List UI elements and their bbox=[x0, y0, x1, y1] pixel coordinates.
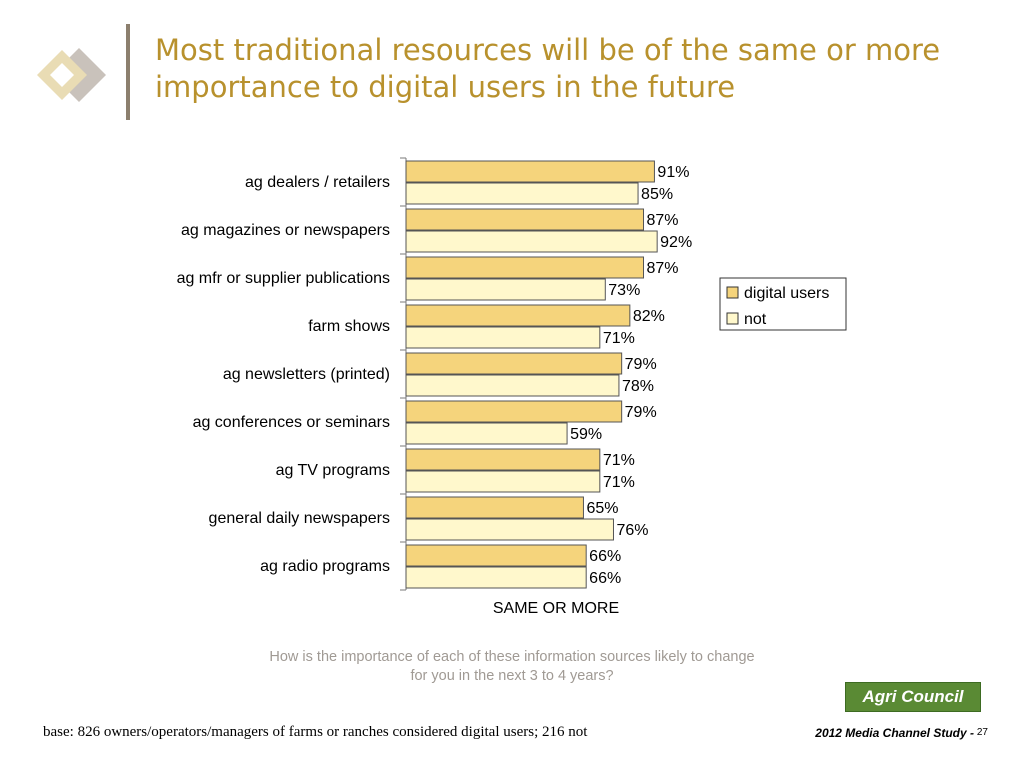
survey-question-line-2: for you in the next 3 to 4 years? bbox=[410, 668, 614, 684]
bar-digital-users bbox=[405, 160, 655, 183]
data-label: 71% bbox=[603, 330, 635, 347]
legend-label: not bbox=[744, 311, 767, 328]
bar-not bbox=[405, 422, 568, 445]
survey-question: How is the importance of each of these i… bbox=[200, 648, 824, 686]
bar-digital-users bbox=[405, 208, 645, 231]
agri-council-logo: Agri Council bbox=[845, 682, 981, 712]
data-label: 92% bbox=[660, 234, 692, 251]
bar-not bbox=[405, 374, 620, 397]
data-label: 82% bbox=[633, 308, 665, 325]
diamond-logo-icon bbox=[37, 48, 106, 102]
survey-question-line-1: How is the importance of each of these i… bbox=[269, 649, 755, 665]
brand-name: Agri Council bbox=[862, 687, 964, 706]
page-number: 27 bbox=[976, 727, 988, 738]
legend-swatch-digital-users bbox=[726, 286, 739, 299]
category-label: ag mfr or supplier publications bbox=[177, 270, 390, 287]
data-label: 78% bbox=[622, 378, 654, 395]
bar-not bbox=[405, 182, 639, 205]
bar-not bbox=[405, 326, 601, 349]
bar-not bbox=[405, 230, 658, 253]
base-note: base: 826 owners/operators/managers of f… bbox=[43, 724, 588, 740]
bar-digital-users bbox=[405, 496, 584, 519]
bar-digital-users bbox=[405, 256, 645, 279]
data-label: 79% bbox=[625, 404, 657, 421]
category-label: ag dealers / retailers bbox=[245, 174, 390, 191]
data-label: 71% bbox=[603, 474, 635, 491]
data-label: 87% bbox=[647, 212, 679, 229]
bar-not bbox=[405, 470, 601, 493]
bar-not bbox=[405, 518, 614, 541]
bar-not bbox=[405, 278, 606, 301]
legend-swatch-not bbox=[726, 312, 739, 325]
data-label: 71% bbox=[603, 452, 635, 469]
data-label: 79% bbox=[625, 356, 657, 373]
bar-digital-users bbox=[405, 448, 601, 471]
slide-title: Most traditional resources will be of th… bbox=[155, 33, 941, 104]
category-label: ag conferences or seminars bbox=[193, 414, 390, 431]
bar-digital-users bbox=[405, 352, 623, 375]
category-label: ag TV programs bbox=[276, 462, 390, 479]
data-label: 66% bbox=[589, 548, 621, 565]
category-label: ag magazines or newspapers bbox=[181, 222, 390, 239]
data-label: 76% bbox=[616, 522, 648, 539]
data-label: 87% bbox=[647, 260, 679, 277]
category-label: general daily newspapers bbox=[209, 510, 390, 527]
category-label: ag radio programs bbox=[260, 558, 390, 575]
bar-digital-users bbox=[405, 544, 587, 567]
bar-chart: ag dealers / retailers 91% 85% ag magazines… bbox=[177, 157, 847, 617]
legend-label: digital users bbox=[744, 285, 829, 302]
data-label: 65% bbox=[586, 500, 618, 517]
title-divider bbox=[126, 24, 130, 120]
data-label: 85% bbox=[641, 186, 673, 203]
study-name: 2012 Media Channel Study - bbox=[815, 726, 974, 740]
data-label: 91% bbox=[657, 164, 689, 181]
data-label: 66% bbox=[589, 570, 621, 587]
bar-digital-users bbox=[405, 400, 623, 423]
category-label: farm shows bbox=[308, 318, 390, 335]
category-label: ag newsletters (printed) bbox=[223, 366, 390, 383]
data-label: 59% bbox=[570, 426, 602, 443]
bar-not bbox=[405, 566, 587, 589]
legend-box bbox=[719, 277, 847, 331]
data-label: 73% bbox=[608, 282, 640, 299]
bar-digital-users bbox=[405, 304, 631, 327]
x-axis-title: SAME OR MORE bbox=[493, 600, 619, 617]
